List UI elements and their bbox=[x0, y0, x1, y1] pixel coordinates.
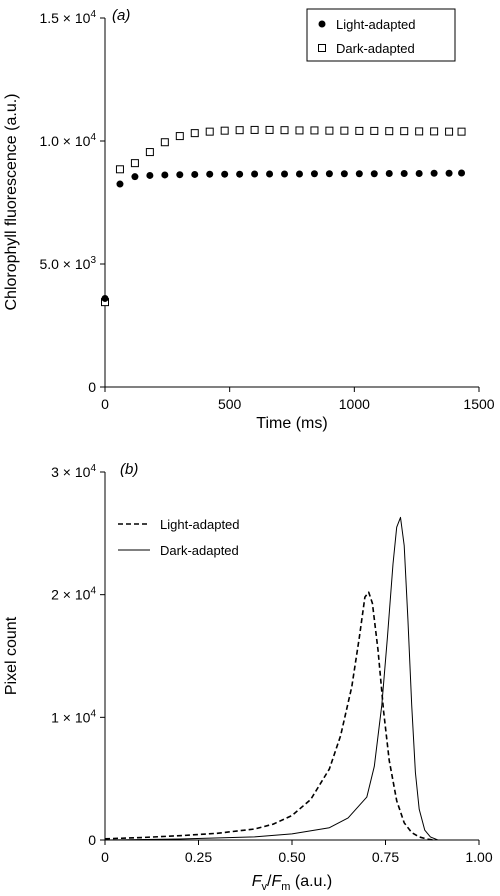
light-adapted-point bbox=[370, 170, 378, 178]
panel-a-x-tick-label: 1500 bbox=[463, 396, 494, 412]
light-adapted-point bbox=[325, 170, 333, 178]
dark-adapted-point bbox=[457, 127, 466, 136]
dark-adapted-point bbox=[445, 127, 454, 136]
xlabel-sub-m: m bbox=[281, 881, 290, 893]
dark-adapted-point bbox=[355, 126, 364, 135]
legend-light-adapted-label-b: Light-adapted bbox=[160, 517, 240, 532]
panel-b-ylabel: Pixel count bbox=[3, 616, 20, 695]
dark-adapted-point bbox=[280, 126, 289, 135]
panel-b-y-tick-label: 1 × 104 bbox=[51, 708, 96, 725]
panel-a-y-tick-label: 1.0 × 104 bbox=[39, 132, 96, 149]
panel-a-label: (a) bbox=[112, 7, 130, 24]
light-adapted-point bbox=[430, 169, 438, 177]
dark-adapted-point bbox=[265, 125, 274, 134]
dark-adapted-point bbox=[325, 126, 334, 135]
panel-b-label: (b) bbox=[120, 461, 138, 478]
panel-b-y-tick-label: 0 bbox=[88, 832, 96, 848]
light-adapted-point bbox=[146, 171, 154, 179]
light-adapted-point bbox=[281, 170, 289, 178]
light-adapted-point bbox=[176, 171, 184, 179]
panel-b-x-tick-label: 0.75 bbox=[372, 849, 399, 865]
dark-adapted-point bbox=[205, 127, 214, 136]
panel-a-legend: Light-adapted Dark-adapted bbox=[306, 8, 456, 62]
light-adapted-point bbox=[266, 170, 274, 178]
dark-adapted-point bbox=[430, 127, 439, 136]
light-adapted-point bbox=[101, 294, 109, 302]
light-adapted-point bbox=[206, 170, 214, 178]
panel-b-xlabel: Fv/Fm (a.u.) bbox=[252, 873, 332, 893]
dark-adapted-point bbox=[145, 148, 154, 157]
dark-adapted-point bbox=[130, 159, 139, 168]
panel-a-x-tick-label: 0 bbox=[101, 396, 109, 412]
light-adapted-point bbox=[458, 169, 466, 177]
light-adapted-point bbox=[236, 170, 244, 178]
panel-b: (b) Pixel count Fv/Fm (a.u.) 0 0.25 0.50 0.… bbox=[3, 461, 493, 893]
light-adapted-point bbox=[116, 180, 124, 188]
xlabel-sub-v: v bbox=[262, 881, 268, 893]
dark-adapted-point bbox=[385, 127, 394, 136]
legend-dark-adapted-label: Dark-adapted bbox=[336, 41, 415, 56]
light-adapted-point bbox=[400, 169, 408, 177]
panel-a-x-tick-label: 500 bbox=[218, 396, 242, 412]
light-adapted-point bbox=[295, 170, 303, 178]
dark-adapted-point bbox=[310, 126, 319, 135]
light-adapted-point bbox=[355, 170, 363, 178]
dark-adapted-point bbox=[190, 129, 199, 138]
light-adapted-point bbox=[445, 169, 453, 177]
panel-a-xlabel: Time (ms) bbox=[256, 415, 327, 432]
xlabel-unit: (a.u.) bbox=[290, 873, 332, 890]
legend-dark-adapted-label-b: Dark-adapted bbox=[160, 543, 239, 558]
light-adapted-point bbox=[415, 169, 423, 177]
panel-a-legend-box bbox=[306, 8, 456, 62]
light-adapted-line bbox=[104, 591, 435, 841]
light-adapted-point bbox=[191, 170, 199, 178]
dark-adapted-point bbox=[220, 126, 229, 135]
dark-adapted-line bbox=[104, 516, 439, 841]
panel-b-x-tick-label: 0.50 bbox=[278, 849, 305, 865]
dark-adapted-point bbox=[370, 126, 379, 135]
dark-adapted-point bbox=[160, 138, 169, 147]
legend-dark-adapted-marker bbox=[318, 44, 326, 52]
dark-adapted-point bbox=[250, 125, 259, 134]
light-adapted-point bbox=[131, 173, 139, 181]
light-adapted-point bbox=[251, 170, 259, 178]
light-adapted-point bbox=[161, 171, 169, 179]
panel-b-x-tick-label: 0 bbox=[101, 849, 109, 865]
dark-adapted-point bbox=[340, 126, 349, 135]
xlabel-slash: / bbox=[267, 873, 272, 890]
panel-b-x-tick-label: 0.25 bbox=[185, 849, 212, 865]
panel-a-y-tick-label: 1.5 × 104 bbox=[39, 9, 96, 26]
light-adapted-point bbox=[340, 170, 348, 178]
dark-adapted-point bbox=[175, 132, 184, 141]
panel-a-ylabel: Chlorophyll fluorescence (a.u.) bbox=[3, 94, 20, 311]
legend-light-adapted-label: Light-adapted bbox=[336, 17, 416, 32]
light-adapted-point bbox=[385, 169, 393, 177]
panel-a-x-tick-label: 1000 bbox=[339, 396, 370, 412]
panel-b-legend: Light-adapted Dark-adapted bbox=[118, 517, 240, 558]
dark-adapted-point bbox=[400, 127, 409, 136]
light-adapted-point bbox=[221, 170, 229, 178]
legend-light-adapted-marker bbox=[318, 20, 326, 28]
dark-adapted-point bbox=[115, 165, 124, 174]
panel-a-y-tick-label: 5.0 × 103 bbox=[39, 255, 96, 272]
panel-a-y-tick-label: 0 bbox=[88, 379, 96, 395]
xlabel-f1: F bbox=[252, 873, 263, 890]
dark-adapted-point bbox=[415, 127, 424, 136]
dark-adapted-point bbox=[295, 126, 304, 135]
xlabel-f2: F bbox=[271, 873, 282, 890]
panel-b-x-tick-label: 1.00 bbox=[465, 849, 492, 865]
dark-adapted-point bbox=[235, 126, 244, 135]
panel-b-y-tick-label: 2 × 104 bbox=[51, 586, 96, 603]
light-adapted-point bbox=[310, 170, 318, 178]
panel-a: (a) Chlorophyll fluorescence (a.u.) Time… bbox=[3, 7, 495, 432]
panel-b-y-tick-label: 3 × 104 bbox=[51, 463, 96, 480]
